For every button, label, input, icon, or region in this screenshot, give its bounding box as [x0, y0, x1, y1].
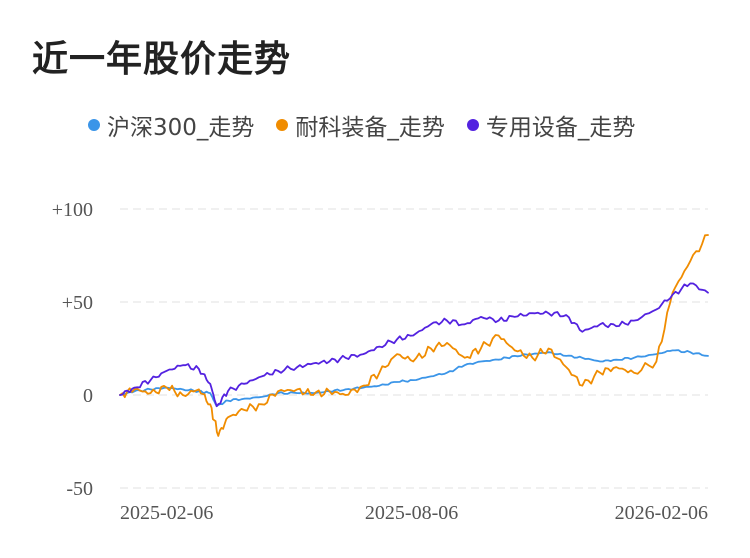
legend-label: 沪深300_走势 — [107, 115, 255, 141]
y-tick-label: +50 — [62, 292, 93, 314]
chart-title: 近一年股价走势 — [32, 39, 292, 80]
y-tick-label: 0 — [83, 385, 93, 407]
series-line-0 — [119, 349, 709, 408]
series-line-2 — [119, 282, 709, 408]
legend-item-special-equipment[interactable]: 专用设备_走势 — [466, 108, 636, 142]
y-tick-label: +100 — [52, 199, 93, 221]
legend-dot-icon — [88, 119, 100, 131]
y-tick-label: -50 — [66, 478, 93, 500]
x-tick-label: 2026-02-06 — [615, 502, 708, 524]
legend-label: 耐科装备_走势 — [295, 115, 445, 141]
legend-item-naike[interactable]: 耐科装备_走势 — [276, 108, 445, 142]
legend-label: 专用设备_走势 — [485, 115, 636, 141]
legend-dot-icon — [466, 119, 479, 131]
legend-dot-icon — [276, 119, 289, 131]
x-tick-label: 2025-08-06 — [365, 502, 458, 524]
series-line-1 — [119, 234, 709, 437]
chart-legend: 沪深300_走势 耐科装备_走势 专用设备_走势 — [88, 108, 657, 142]
x-tick-label: 2025-02-06 — [120, 502, 213, 524]
legend-item-hs300[interactable]: 沪深300_走势 — [88, 108, 254, 142]
